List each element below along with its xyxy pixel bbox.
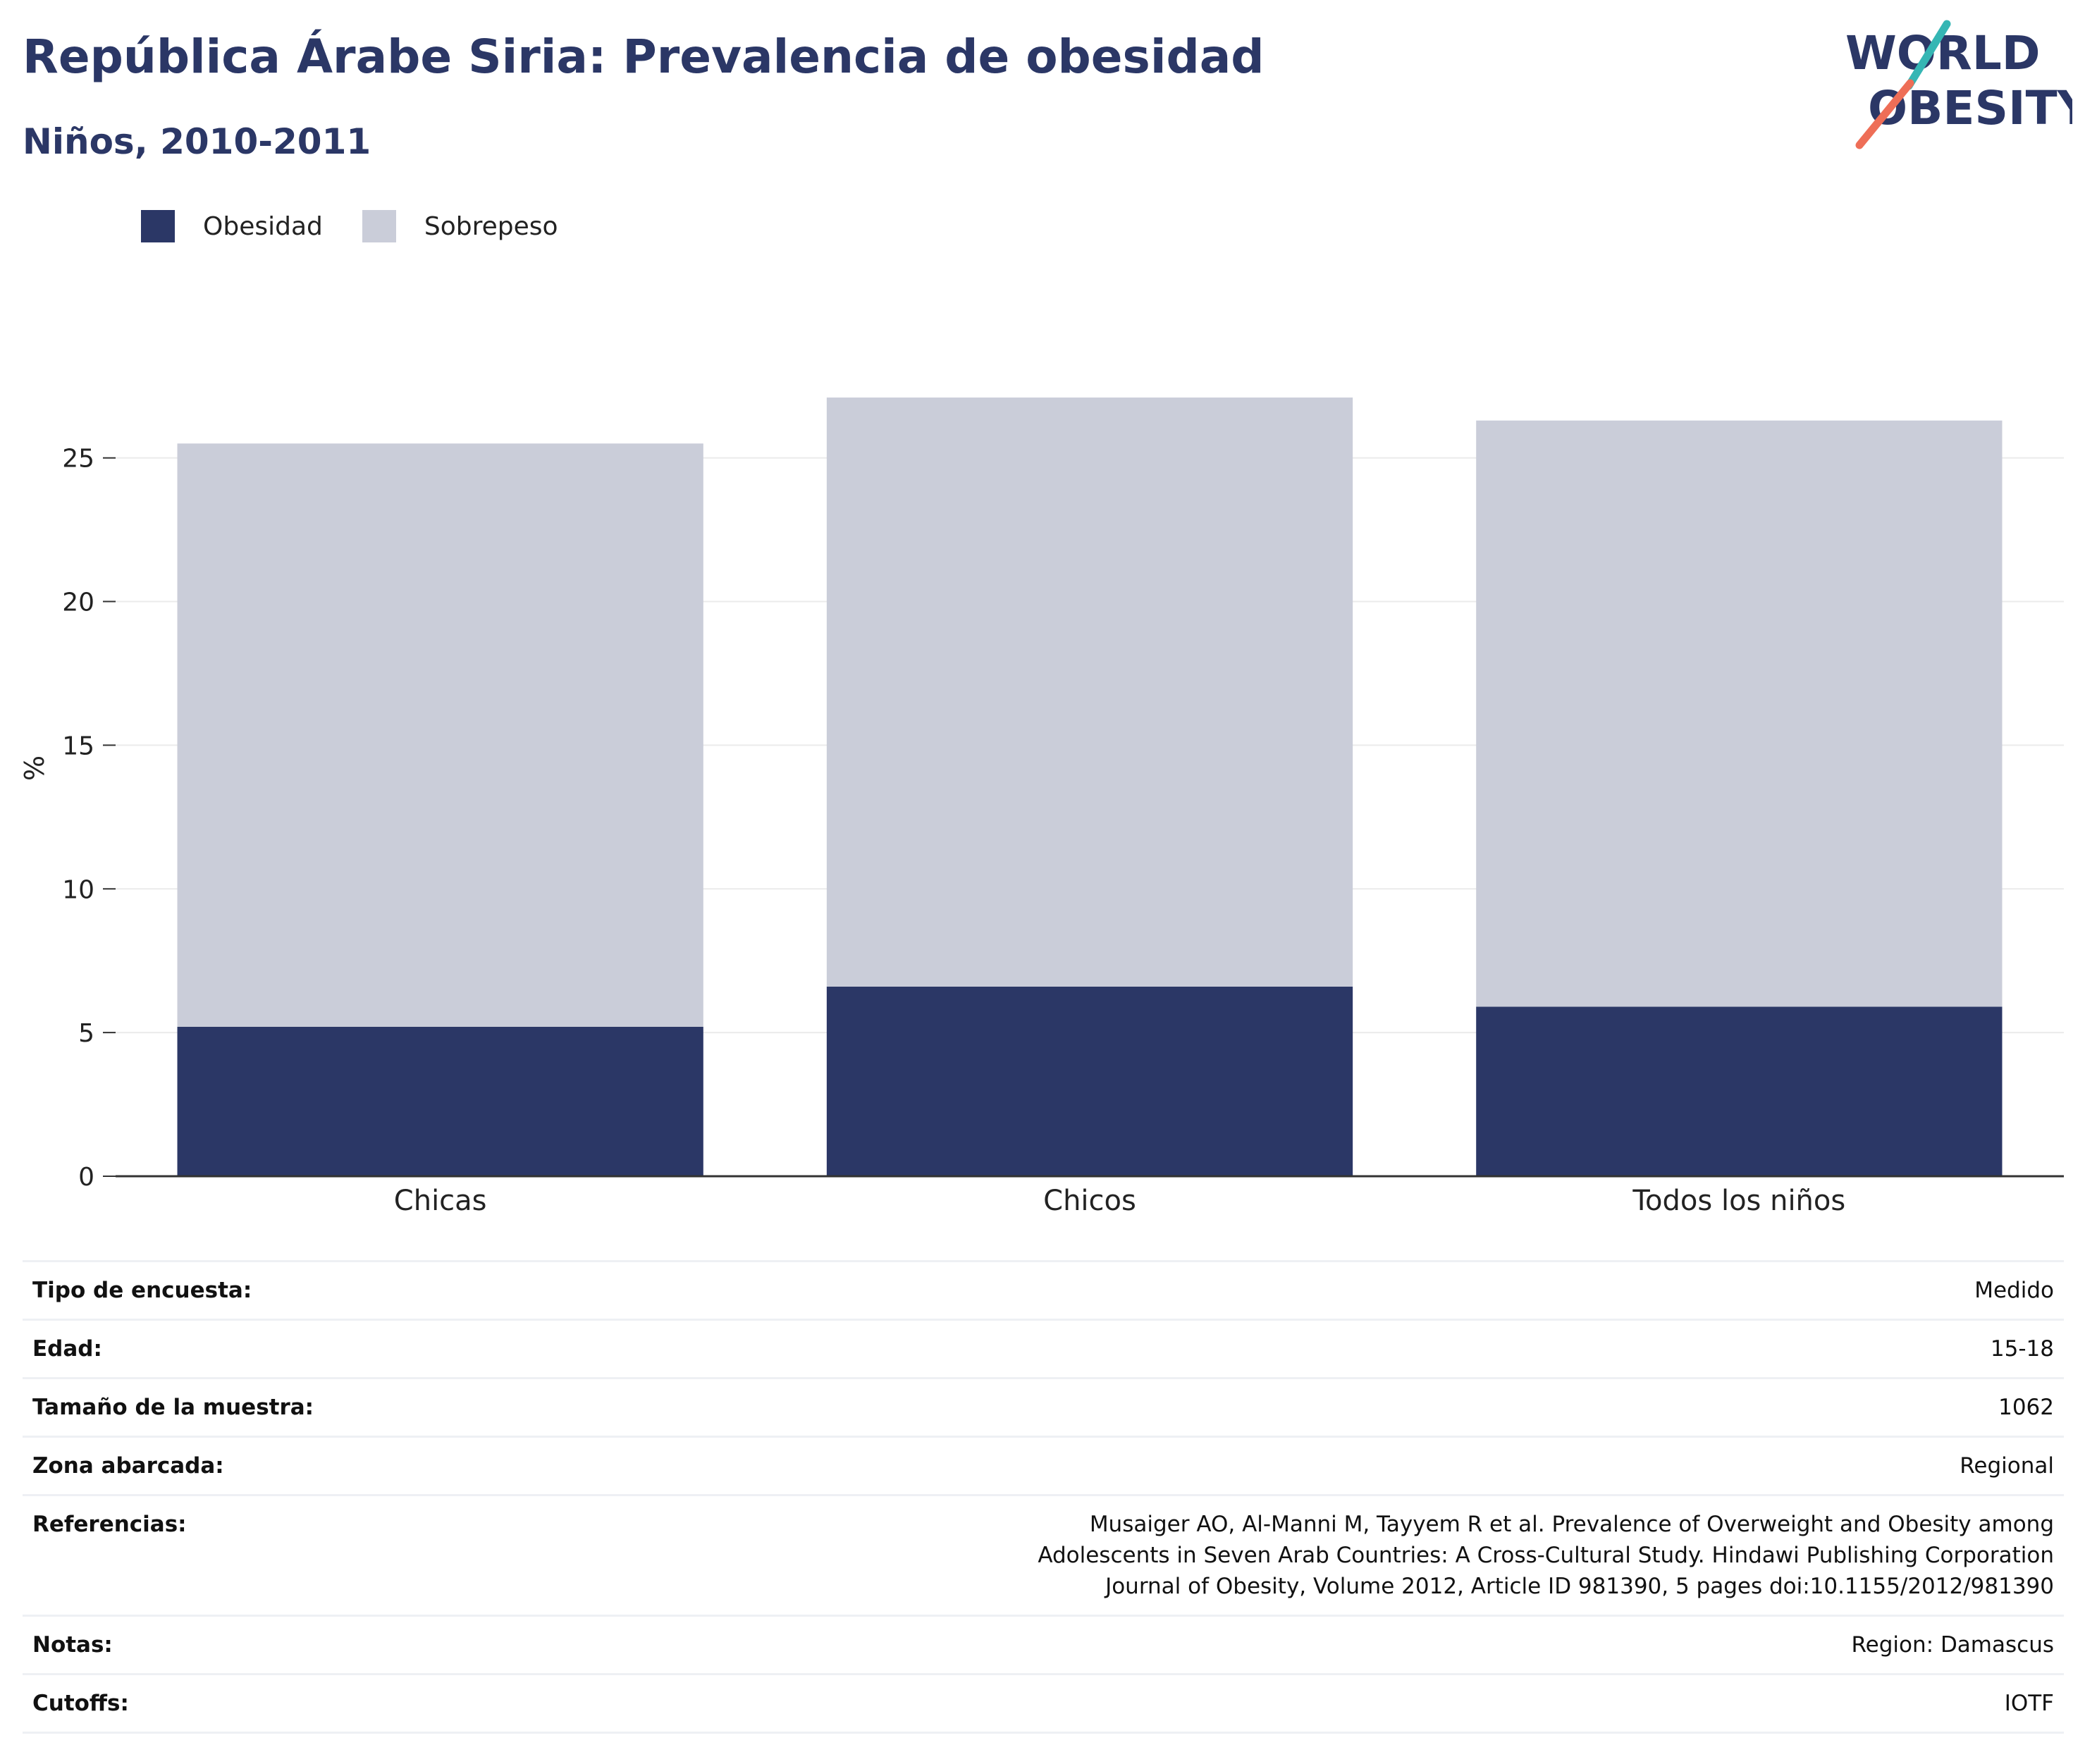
y-tick-label: 25	[62, 445, 94, 474]
meta-key: Zona abarcada:	[23, 1436, 437, 1495]
table-row: Tamaño de la muestra: 1062	[23, 1377, 2064, 1437]
y-tick-label: 20	[62, 588, 94, 617]
y-tick-label: 15	[62, 732, 94, 760]
legend-item-overweight[interactable]: Sobrepeso	[362, 210, 558, 242]
y-axis-label: %	[19, 755, 50, 781]
x-tick-label: Todos los niños	[1632, 1185, 1845, 1217]
meta-value: 15-18	[437, 1319, 2064, 1378]
legend-swatch-obesity	[141, 210, 175, 242]
logo-slash-teal	[1905, 20, 1951, 90]
legend-label-obesity: Obesidad	[203, 211, 323, 241]
table-row: Edad: 15-18	[23, 1319, 2064, 1378]
chart-legend: Obesidad Sobrepeso	[141, 210, 598, 242]
bars	[177, 397, 2003, 1176]
bar-overweight[interactable]	[1476, 420, 2003, 1007]
y-tick-label: 5	[78, 1019, 94, 1048]
bar-obesity[interactable]	[177, 1026, 703, 1176]
meta-value: Medido	[437, 1260, 2064, 1320]
legend-swatch-overweight	[362, 210, 396, 242]
table-row: Notas: Region: Damascus	[23, 1615, 2064, 1674]
meta-key: Notas:	[23, 1615, 437, 1674]
meta-value-references[interactable]: Musaiger AO, Al-Manni M, Tayyem R et al.…	[437, 1494, 2064, 1616]
bar-overweight[interactable]	[177, 443, 703, 1027]
chart-title: República Árabe Siria: Prevalencia de ob…	[23, 30, 1265, 84]
table-row: Zona abarcada: Regional	[23, 1436, 2064, 1495]
x-tick-label: Chicos	[1043, 1185, 1136, 1217]
meta-key: Tipo de encuesta:	[23, 1260, 437, 1320]
axes: 0 5 10 15 20 25 Chicas Chicos Todos los niños	[62, 445, 2064, 1217]
meta-key: Tamaño de la muestra:	[23, 1377, 437, 1437]
y-tick-label: 0	[78, 1163, 94, 1192]
meta-key: Edad:	[23, 1319, 437, 1378]
legend-label-overweight: Sobrepeso	[424, 211, 558, 241]
bar-overweight[interactable]	[826, 397, 1353, 987]
bar-obesity[interactable]	[1476, 1006, 2003, 1176]
meta-value: IOTF	[437, 1673, 2064, 1734]
chart-subtitle: Niños, 2010-2011	[23, 121, 371, 162]
logo-slash-coral	[1855, 79, 1914, 149]
bar-chart: 0 5 10 15 20 25 Chicas Chicos Todos los niños %	[19, 397, 2064, 1217]
meta-value: Regional	[437, 1436, 2064, 1495]
bar-obesity[interactable]	[826, 986, 1353, 1176]
legend-item-obesity[interactable]: Obesidad	[141, 210, 323, 242]
meta-key: Referencias:	[23, 1494, 437, 1616]
world-obesity-logo: WORLD OBESITY	[1845, 20, 2072, 149]
table-row: Cutoffs: IOTF	[23, 1673, 2064, 1734]
meta-key: Cutoffs:	[23, 1673, 437, 1734]
table-row: Tipo de encuesta: Medido	[23, 1260, 2064, 1320]
meta-value: Region: Damascus	[437, 1615, 2064, 1674]
y-tick-label: 10	[62, 875, 94, 904]
table-row: Referencias: Musaiger AO, Al-Manni M, Ta…	[23, 1494, 2064, 1616]
survey-metadata-table: Tipo de encuesta: Medido Edad: 15-18 Tam…	[23, 1260, 2064, 1734]
meta-value: 1062	[437, 1377, 2064, 1437]
x-tick-label: Chicas	[394, 1185, 487, 1217]
